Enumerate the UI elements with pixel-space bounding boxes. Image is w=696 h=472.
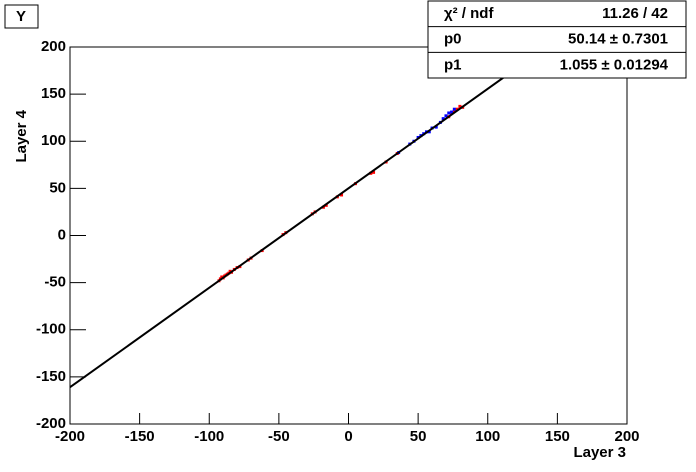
point — [452, 109, 456, 113]
y-tick-label: 150 — [41, 85, 66, 102]
stats-value: 1.055 ± 0.01294 — [560, 56, 669, 73]
stats-label: p0 — [444, 31, 462, 48]
x-tick-label: 200 — [614, 428, 639, 445]
x-tick-label: -150 — [125, 428, 155, 445]
y-tick-label: 0 — [58, 226, 66, 243]
x-tick-label: -100 — [194, 428, 224, 445]
point — [447, 111, 451, 115]
point — [427, 130, 431, 134]
stats-label: χ² / ndf — [444, 5, 494, 22]
marks — [69, 46, 628, 425]
x-tick-label: -50 — [268, 428, 290, 445]
x-tick-label: 150 — [545, 428, 570, 445]
point — [441, 117, 445, 121]
y-tick-label: -200 — [36, 415, 66, 432]
point — [444, 114, 448, 118]
y-tick-label: 50 — [49, 179, 66, 196]
x-axis-label: Layer 3 — [573, 444, 626, 461]
point — [455, 107, 459, 111]
y-tick-label: 100 — [41, 132, 66, 149]
stats-box: χ² / ndf 11.26 / 42 p0 50.14 ± 0.7301 p1 1.05… — [427, 0, 687, 79]
stats-label: p1 — [444, 56, 462, 73]
x-tick-label: 0 — [344, 428, 352, 445]
x-tick-label: 50 — [410, 428, 427, 445]
point — [372, 170, 376, 174]
stats-value: 50.14 ± 0.7301 — [568, 31, 668, 48]
y-tick-label: 200 — [41, 38, 66, 55]
point — [434, 125, 438, 129]
y-tick-label: -150 — [36, 368, 66, 385]
title-box — [4, 4, 39, 29]
y-axis-label: Layer 4 — [13, 109, 30, 162]
point — [450, 110, 454, 114]
x-tick-label: 100 — [475, 428, 500, 445]
point — [340, 193, 344, 197]
fit-line — [69, 46, 547, 389]
point — [458, 104, 462, 108]
stats-frame — [427, 0, 687, 79]
y-tick-label: -100 — [36, 321, 66, 338]
chart-title: Y — [16, 8, 26, 25]
stats-value: 11.26 / 42 — [602, 5, 668, 22]
x-tick-label: -200 — [55, 428, 85, 445]
point — [452, 107, 456, 111]
y-tick-label: -50 — [44, 274, 66, 291]
